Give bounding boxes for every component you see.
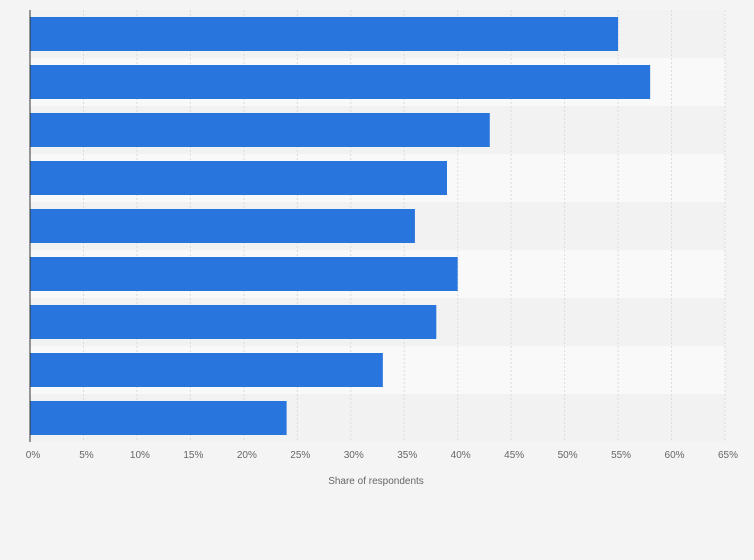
x-axis-ticks: 0% 5% 10% 15% 20% 25% 30% 35% 40% 45% 50% 55% 60% 65% (26, 450, 738, 461)
bar (30, 353, 383, 387)
x-tick-label: 0% (26, 450, 41, 461)
x-tick-label: 55% (611, 450, 631, 461)
bar (30, 17, 619, 51)
x-tick-label: 45% (504, 450, 524, 461)
bar (30, 65, 651, 99)
x-tick-label: 65% (718, 450, 738, 461)
bar (30, 113, 490, 147)
bars (30, 17, 651, 435)
x-tick-label: 25% (290, 450, 310, 461)
bar (30, 257, 458, 291)
x-tick-label: 5% (79, 450, 94, 461)
x-tick-label: 40% (451, 450, 471, 461)
x-axis-title: Share of respondents (328, 476, 424, 487)
x-tick-label: 50% (558, 450, 578, 461)
x-tick-label: 30% (344, 450, 364, 461)
x-tick-label: 35% (397, 450, 417, 461)
bar (30, 161, 447, 195)
bar (30, 401, 287, 435)
bar (30, 305, 437, 339)
bar (30, 209, 415, 243)
x-tick-label: 10% (130, 450, 150, 461)
x-tick-label: 20% (237, 450, 257, 461)
x-tick-label: 60% (665, 450, 685, 461)
x-tick-label: 15% (183, 450, 203, 461)
